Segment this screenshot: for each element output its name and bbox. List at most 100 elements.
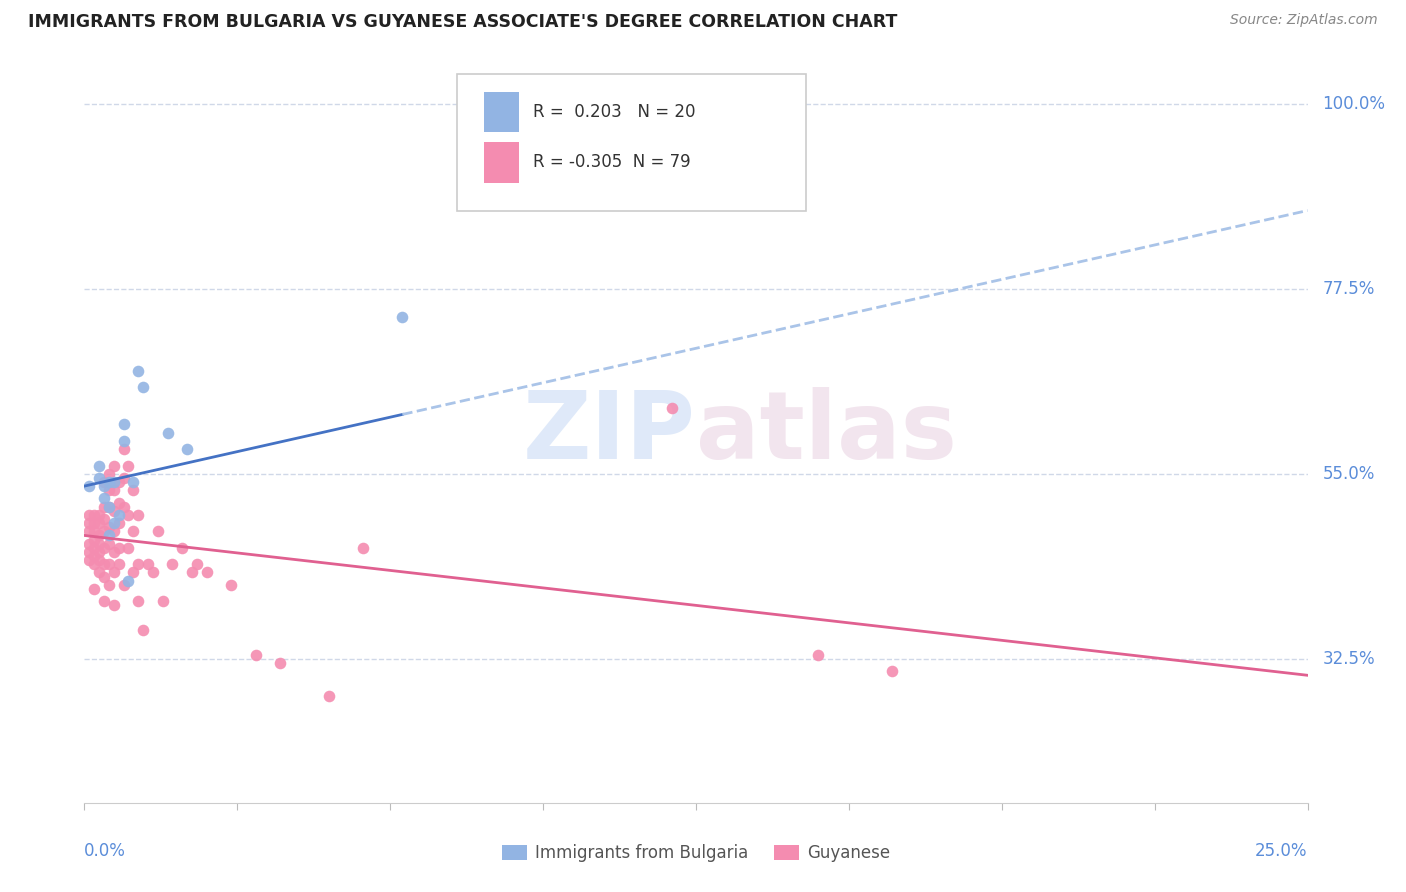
Point (122, 524, 145, 539)
Point (107, 508, 129, 522)
Point (87, 553, 110, 567)
Point (103, 475, 125, 489)
Point (77, 508, 100, 522)
Point (93, 569, 115, 583)
Point (87, 458, 110, 473)
Point (97, 483, 120, 498)
Point (112, 434, 135, 448)
Bar (484, 142, 519, 183)
Point (103, 516, 125, 530)
Point (172, 541, 194, 555)
Point (83, 533, 105, 547)
Text: R =  0.203   N = 20: R = 0.203 N = 20 (533, 103, 696, 121)
Text: 0.0%: 0.0% (84, 842, 127, 860)
Point (152, 594, 174, 608)
Text: Source: ZipAtlas.com: Source: ZipAtlas.com (1230, 13, 1378, 28)
Text: 32.5%: 32.5% (1322, 650, 1375, 668)
Point (93, 475, 115, 489)
Text: 55.0%: 55.0% (1322, 465, 1375, 483)
Point (103, 524, 125, 539)
Text: IMMIGRANTS FROM BULGARIA VS GUYANESE ASSOCIATE'S DEGREE CORRELATION CHART: IMMIGRANTS FROM BULGARIA VS GUYANESE ASS… (28, 13, 897, 31)
Point (77, 545, 100, 559)
Point (97, 528, 120, 542)
Point (87, 471, 110, 485)
Point (87, 566, 110, 580)
Point (97, 467, 120, 481)
Point (112, 471, 135, 485)
Point (117, 458, 139, 473)
Point (97, 500, 120, 514)
Bar (484, 92, 519, 132)
Point (93, 524, 115, 539)
Point (107, 516, 129, 530)
Point (103, 458, 125, 473)
Point (186, 558, 208, 572)
Point (117, 574, 139, 588)
Point (97, 520, 120, 534)
Point (77, 479, 100, 493)
Point (142, 566, 165, 580)
Point (661, 401, 683, 415)
Point (83, 549, 105, 563)
Point (103, 504, 125, 518)
Point (122, 483, 145, 498)
Point (162, 558, 184, 572)
Point (77, 536, 100, 550)
Point (93, 594, 115, 608)
Point (117, 541, 139, 555)
Point (93, 500, 115, 514)
Point (83, 558, 105, 572)
Point (97, 475, 120, 489)
Point (83, 524, 105, 539)
Point (103, 483, 125, 498)
Point (127, 558, 149, 572)
Point (87, 516, 110, 530)
Point (93, 491, 115, 506)
Point (269, 656, 291, 670)
Point (103, 545, 125, 559)
Point (318, 689, 340, 703)
Point (117, 508, 139, 522)
Point (107, 495, 129, 509)
Text: 77.5%: 77.5% (1322, 280, 1375, 298)
Point (880, 664, 903, 678)
Text: ZIP: ZIP (523, 386, 696, 479)
Point (87, 536, 110, 550)
Point (87, 508, 110, 522)
Point (93, 479, 115, 493)
Point (77, 553, 100, 567)
Point (93, 512, 115, 526)
Point (93, 558, 115, 572)
Point (391, 310, 413, 325)
Point (122, 475, 145, 489)
Point (176, 442, 198, 456)
Point (122, 566, 145, 580)
Text: 100.0%: 100.0% (1322, 95, 1385, 112)
Point (156, 425, 179, 440)
Point (107, 475, 129, 489)
Point (77, 524, 100, 539)
Point (127, 594, 149, 608)
Point (245, 648, 267, 662)
Point (132, 380, 155, 394)
Point (97, 536, 120, 550)
Text: R = -0.305  N = 79: R = -0.305 N = 79 (533, 153, 690, 171)
Point (93, 541, 115, 555)
Point (83, 516, 105, 530)
Point (127, 364, 149, 378)
Text: 25.0%: 25.0% (1256, 842, 1308, 860)
Point (87, 528, 110, 542)
Point (83, 541, 105, 555)
Legend: Immigrants from Bulgaria, Guyanese: Immigrants from Bulgaria, Guyanese (495, 838, 897, 869)
Point (77, 516, 100, 530)
Point (352, 541, 374, 555)
Point (136, 558, 159, 572)
Point (112, 417, 135, 432)
Point (112, 500, 135, 514)
Point (112, 442, 135, 456)
Point (87, 545, 110, 559)
Point (127, 508, 149, 522)
FancyBboxPatch shape (457, 73, 806, 211)
Point (107, 541, 129, 555)
Point (83, 582, 105, 596)
